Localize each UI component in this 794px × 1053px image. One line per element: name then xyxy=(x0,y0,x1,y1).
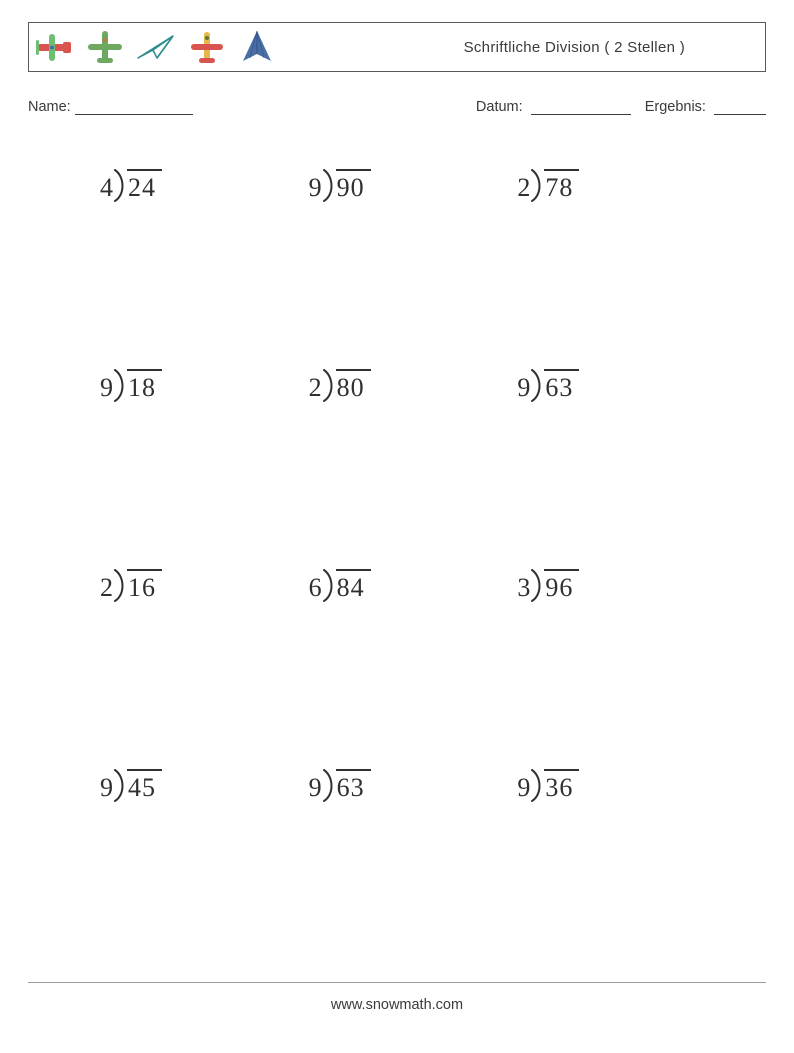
header-icon-row xyxy=(35,28,277,66)
division-problem: 216 xyxy=(100,571,309,601)
footer-text: www.snowmath.com xyxy=(0,997,794,1013)
division-overline xyxy=(127,769,162,771)
division-bracket-icon xyxy=(322,169,338,203)
division-bracket-icon xyxy=(530,769,546,803)
division-problem: 990 xyxy=(309,171,518,201)
division-overline xyxy=(127,169,162,171)
division-overline xyxy=(544,569,579,571)
dividend: 90 xyxy=(337,172,367,202)
long-division-bracket: 80 xyxy=(324,371,367,401)
division-problem: 396 xyxy=(517,571,726,601)
division-bracket-icon xyxy=(530,569,546,603)
long-division-bracket: 78 xyxy=(532,171,575,201)
division-overline xyxy=(336,569,371,571)
dividend: 63 xyxy=(337,772,367,802)
division-bracket-icon xyxy=(322,369,338,403)
division-problem: 918 xyxy=(100,371,309,401)
jet-blue-icon xyxy=(237,28,277,66)
long-division-bracket: 96 xyxy=(532,571,575,601)
name-label: Name: xyxy=(28,99,71,115)
date-field-group: Datum: xyxy=(476,98,631,115)
dividend: 45 xyxy=(128,772,158,802)
division-bracket-icon xyxy=(113,169,129,203)
division-overline xyxy=(544,769,579,771)
long-division-bracket: 45 xyxy=(115,771,158,801)
division-overline xyxy=(336,169,371,171)
plane-yellow-icon xyxy=(187,28,227,66)
date-label: Datum: xyxy=(476,99,523,115)
division-overline xyxy=(544,169,579,171)
division-bracket-icon xyxy=(113,569,129,603)
division-bracket-icon xyxy=(113,769,129,803)
long-division-bracket: 63 xyxy=(532,371,575,401)
division-overline xyxy=(544,369,579,371)
long-division-bracket: 90 xyxy=(324,171,367,201)
division-overline xyxy=(127,369,162,371)
dividend: 78 xyxy=(545,172,575,202)
dividend: 16 xyxy=(128,572,158,602)
division-problem: 945 xyxy=(100,771,309,801)
long-division-bracket: 18 xyxy=(115,371,158,401)
name-blank[interactable] xyxy=(75,98,193,115)
footer-rule xyxy=(28,982,766,983)
division-problem: 280 xyxy=(309,371,518,401)
worksheet-page: Schriftliche Division ( 2 Stellen ) Name… xyxy=(0,0,794,1053)
long-division-bracket: 36 xyxy=(532,771,575,801)
division-problem: 278 xyxy=(517,171,726,201)
plane-topdown-icon xyxy=(85,28,125,66)
problems-grid: 424990278918280963216684396945963936 xyxy=(28,171,766,801)
worksheet-title: Schriftliche Division ( 2 Stellen ) xyxy=(464,39,755,56)
name-field-group: Name: xyxy=(28,98,476,115)
division-overline xyxy=(336,369,371,371)
dividend: 63 xyxy=(545,372,575,402)
dividend: 96 xyxy=(545,572,575,602)
plane-prop-icon xyxy=(35,28,75,66)
score-label: Ergebnis: xyxy=(645,99,706,115)
division-bracket-icon xyxy=(113,369,129,403)
score-blank[interactable] xyxy=(714,98,766,115)
dividend: 24 xyxy=(128,172,158,202)
division-problem: 936 xyxy=(517,771,726,801)
header-box: Schriftliche Division ( 2 Stellen ) xyxy=(28,22,766,72)
meta-row: Name: Datum: Ergebnis: xyxy=(28,98,766,115)
division-bracket-icon xyxy=(530,169,546,203)
division-bracket-icon xyxy=(322,769,338,803)
division-overline xyxy=(127,569,162,571)
division-bracket-icon xyxy=(322,569,338,603)
long-division-bracket: 84 xyxy=(324,571,367,601)
dividend: 36 xyxy=(545,772,575,802)
division-problem: 424 xyxy=(100,171,309,201)
long-division-bracket: 63 xyxy=(324,771,367,801)
division-problem: 963 xyxy=(309,771,518,801)
date-blank[interactable] xyxy=(531,98,631,115)
long-division-bracket: 16 xyxy=(115,571,158,601)
long-division-bracket: 24 xyxy=(115,171,158,201)
paper-plane-icon xyxy=(135,28,177,66)
dividend: 84 xyxy=(337,572,367,602)
division-problem: 963 xyxy=(517,371,726,401)
division-bracket-icon xyxy=(530,369,546,403)
division-overline xyxy=(336,769,371,771)
dividend: 80 xyxy=(337,372,367,402)
dividend: 18 xyxy=(128,372,158,402)
score-field-group: Ergebnis: xyxy=(645,98,766,115)
division-problem: 684 xyxy=(309,571,518,601)
